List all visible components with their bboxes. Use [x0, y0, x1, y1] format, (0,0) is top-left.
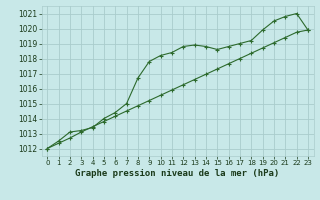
X-axis label: Graphe pression niveau de la mer (hPa): Graphe pression niveau de la mer (hPa): [76, 169, 280, 178]
